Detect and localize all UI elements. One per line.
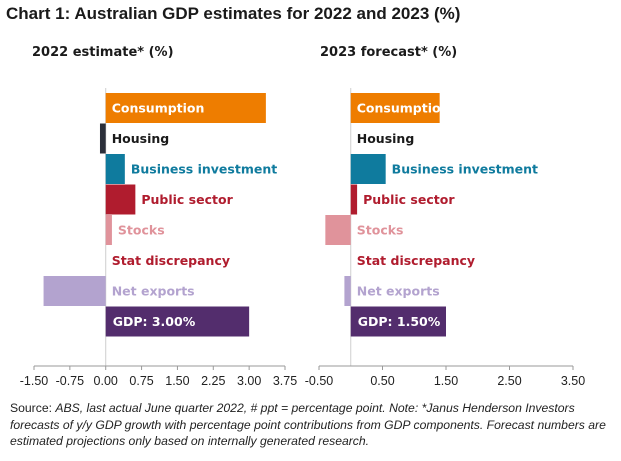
bar-label-2023-business-investment: Business investment	[392, 162, 538, 177]
x-tick-label-2022: 0.75	[129, 374, 153, 388]
bar-2023-consumption	[350, 93, 440, 123]
x-tick-label-2023: -0.50	[305, 374, 334, 388]
x-tick-label-2022: 0.00	[94, 374, 118, 388]
bar-label-2022-gdp: GDP: 3.00%	[113, 314, 196, 329]
panel-title-2022: 2022 estimate* (%)	[32, 45, 174, 60]
x-tick-label-2022: 2.25	[201, 374, 225, 388]
bar-2023-business-investment	[350, 154, 386, 184]
source-note: Source: ABS, last actual June quarter 20…	[10, 401, 606, 448]
bar-label-2023-net-exports: Net exports	[357, 284, 440, 299]
bar-label-2023-housing: Housing	[357, 131, 415, 146]
x-tick-label-2022: 3.00	[237, 374, 261, 388]
bar-label-2022-public-sector: Public sector	[141, 192, 233, 207]
bar-label-2023-stocks: Stocks	[357, 223, 404, 238]
bar-label-2023-consumption: Consumption	[357, 101, 450, 116]
chart-title: Chart 1: Australian GDP estimates for 20…	[6, 4, 461, 23]
bar-label-2023-stat-discrepancy: Stat discrepancy	[357, 253, 475, 268]
bar-label-2023-public-sector: Public sector	[363, 192, 455, 207]
x-tick-label-2022: 1.50	[165, 374, 189, 388]
bar-label-2022-business-investment: Business investment	[131, 162, 277, 177]
bar-label-2022-consumption: Consumption	[112, 101, 205, 116]
bar-label-2022-stat-discrepancy: Stat discrepancy	[112, 253, 230, 268]
bar-label-2023-gdp: GDP: 1.50%	[358, 314, 441, 329]
x-tick-label-2023: 2.50	[497, 374, 521, 388]
bar-label-2022-stocks: Stocks	[118, 223, 165, 238]
x-tick-label-2022: -0.75	[56, 374, 85, 388]
x-tick-label-2022: -1.50	[20, 374, 49, 388]
chart-canvas: -1.50 -0.75 0.00 0.75 1.50 2.25 3.00 3.75 Consum…	[20, 88, 585, 388]
bar-2022-business-investment	[105, 154, 125, 184]
bar-2023-net-exports	[344, 276, 351, 306]
x-tick-label-2023: 1.50	[434, 374, 458, 388]
bar-2023-public-sector	[350, 184, 358, 215]
x-tick-label-2023: 0.50	[370, 374, 394, 388]
bar-2022-housing	[99, 123, 106, 154]
bar-2022-gdp	[105, 306, 250, 337]
bar-2022-stocks	[105, 215, 112, 245]
bar-2023-gdp	[350, 306, 446, 337]
bar-2023-stocks	[325, 215, 351, 245]
bar-2022-consumption	[105, 93, 266, 123]
x-tick-label-2022: 3.75	[273, 374, 297, 388]
panel-title-2023: 2023 forecast* (%)	[320, 45, 458, 60]
bar-2022-public-sector	[105, 184, 136, 215]
bar-2022-net-exports	[43, 276, 106, 306]
bar-label-2022-net-exports: Net exports	[112, 284, 195, 299]
bar-label-2022-housing: Housing	[112, 131, 170, 146]
x-tick-label-2023: 3.50	[561, 374, 585, 388]
